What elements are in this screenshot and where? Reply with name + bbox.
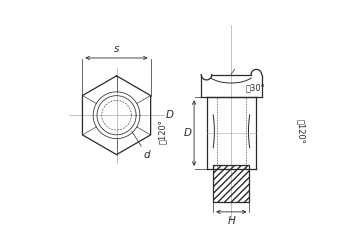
Text: 約30°: 約30° (245, 83, 265, 92)
Text: 約120°: 約120° (158, 119, 167, 144)
Text: D: D (166, 110, 174, 120)
Text: H: H (228, 216, 235, 226)
Bar (213, 165, 250, 202)
Text: d: d (144, 150, 150, 160)
Text: s: s (114, 44, 119, 54)
Text: D: D (184, 128, 192, 138)
Text: 約120°: 約120° (296, 119, 305, 144)
